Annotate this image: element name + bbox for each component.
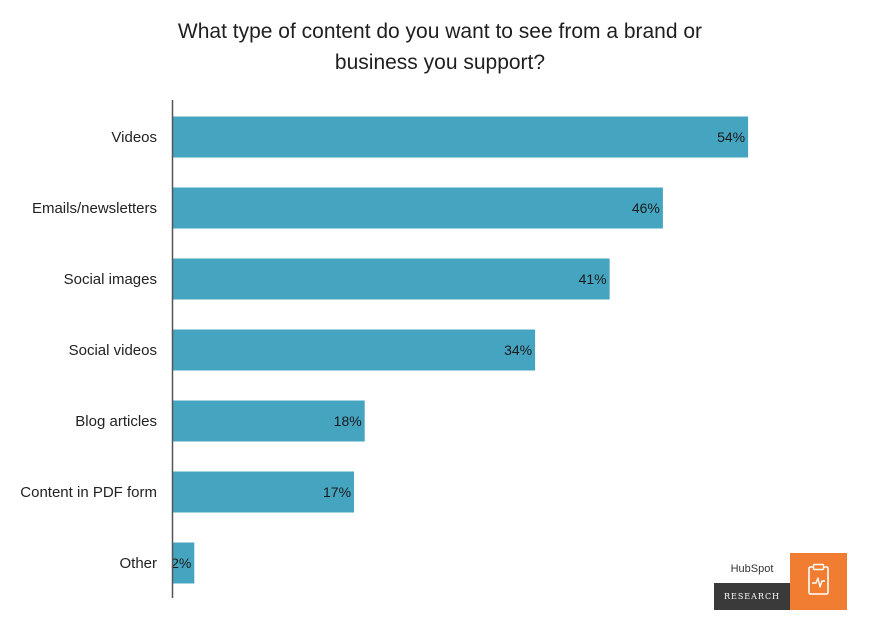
bar-6 (173, 542, 195, 584)
category-label-6: Other (119, 555, 157, 572)
category-label-4: Blog articles (75, 413, 157, 430)
category-label-3: Social videos (69, 342, 157, 359)
hubspot-research-badge: HubSpot RESEARCH (714, 553, 847, 610)
chart-title: What type of content do you want to see … (177, 20, 703, 74)
bar-0 (173, 116, 749, 158)
category-label-1: Emails/newsletters (32, 200, 157, 217)
bar-2 (173, 258, 610, 300)
bars-layer: Videos 54% Emails/newsletters 46% Social ima… (20, 116, 749, 584)
category-label-2: Social images (64, 271, 157, 288)
value-label-0: 54% (717, 129, 745, 145)
category-label-5: Content in PDF form (20, 484, 157, 501)
value-label-1: 46% (632, 200, 660, 216)
bar-4 (173, 400, 365, 442)
bar-3 (173, 329, 536, 371)
value-label-6: 2% (171, 555, 191, 571)
badge-brand-logo: HubSpot (730, 563, 774, 575)
badge-research-tag: RESEARCH (714, 583, 790, 610)
value-label-4: 18% (334, 413, 362, 429)
clipboard-icon (790, 553, 847, 610)
value-label-5: 17% (323, 484, 351, 500)
value-label-3: 34% (504, 342, 532, 358)
bar-5 (173, 471, 355, 513)
category-label-0: Videos (111, 129, 157, 146)
bar-1 (173, 187, 663, 229)
badge-left-panel: HubSpot RESEARCH (714, 553, 790, 610)
value-label-2: 41% (579, 271, 607, 287)
